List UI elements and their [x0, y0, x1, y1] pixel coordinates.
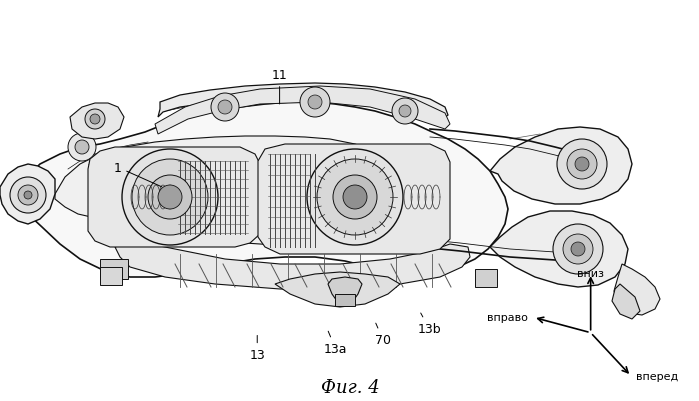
Circle shape	[571, 242, 585, 256]
Circle shape	[392, 99, 418, 125]
Text: 11: 11	[272, 69, 287, 105]
Circle shape	[18, 186, 38, 205]
Polygon shape	[490, 211, 628, 287]
Polygon shape	[70, 104, 124, 140]
Circle shape	[10, 178, 46, 213]
Circle shape	[557, 140, 607, 190]
Circle shape	[333, 176, 377, 219]
Circle shape	[399, 106, 411, 118]
Circle shape	[90, 115, 100, 125]
Circle shape	[85, 110, 105, 130]
Circle shape	[300, 88, 330, 118]
Polygon shape	[328, 277, 362, 304]
Circle shape	[343, 186, 367, 209]
Circle shape	[158, 186, 182, 209]
Circle shape	[122, 150, 218, 245]
Polygon shape	[258, 145, 450, 254]
Polygon shape	[0, 164, 55, 225]
Circle shape	[575, 158, 589, 172]
Circle shape	[148, 176, 192, 219]
Text: вниз: вниз	[577, 269, 604, 279]
Circle shape	[308, 96, 322, 110]
Circle shape	[211, 94, 239, 122]
Text: вправо: вправо	[487, 312, 528, 322]
Circle shape	[567, 150, 597, 180]
Bar	[335, 294, 355, 306]
Polygon shape	[155, 87, 450, 135]
Polygon shape	[158, 84, 448, 122]
Text: вперед: вперед	[636, 371, 679, 381]
Polygon shape	[490, 128, 632, 205]
Polygon shape	[612, 284, 640, 319]
Bar	[100, 267, 122, 285]
Circle shape	[553, 225, 603, 274]
Circle shape	[307, 150, 403, 245]
Circle shape	[563, 235, 593, 264]
Polygon shape	[18, 103, 508, 277]
Text: 1: 1	[113, 161, 161, 187]
Polygon shape	[115, 243, 470, 289]
Circle shape	[68, 134, 96, 162]
Polygon shape	[275, 272, 400, 307]
Polygon shape	[614, 264, 660, 315]
Circle shape	[24, 192, 32, 200]
Circle shape	[317, 160, 393, 235]
Polygon shape	[88, 148, 260, 247]
Circle shape	[132, 160, 208, 235]
Text: 13: 13	[250, 336, 265, 361]
Text: 13a: 13a	[324, 331, 347, 355]
Text: 13b: 13b	[417, 313, 441, 335]
Bar	[100, 259, 128, 279]
Circle shape	[75, 141, 89, 155]
Polygon shape	[55, 137, 415, 246]
Text: Фиг. 4: Фиг. 4	[321, 378, 380, 396]
Circle shape	[218, 101, 232, 115]
Text: 70: 70	[375, 323, 391, 346]
Bar	[475, 269, 497, 287]
